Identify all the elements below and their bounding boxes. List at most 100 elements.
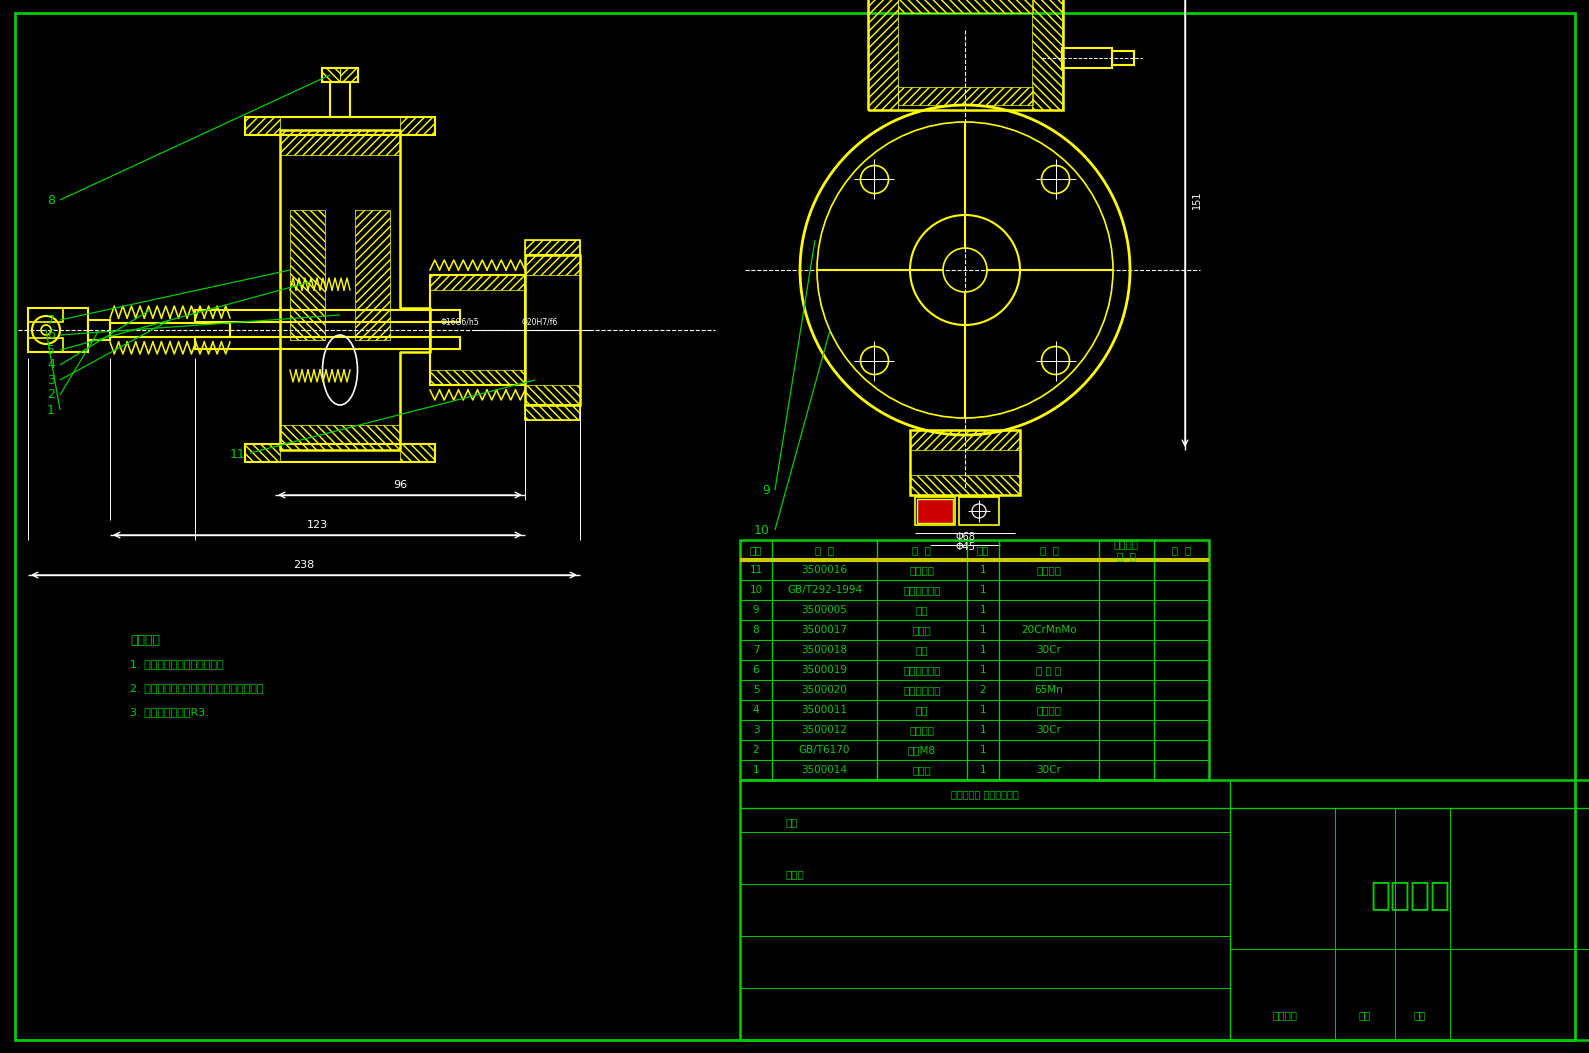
Text: 20CrMnMo: 20CrMnMo xyxy=(1022,625,1077,635)
Text: 设计: 设计 xyxy=(785,817,798,827)
Text: 11: 11 xyxy=(750,565,763,575)
Text: 角接触球轴承: 角接触球轴承 xyxy=(903,585,941,595)
Text: 数量: 数量 xyxy=(977,545,990,555)
Text: 8: 8 xyxy=(48,194,56,206)
Text: 10: 10 xyxy=(750,585,763,595)
Bar xyxy=(431,275,524,290)
Text: 9: 9 xyxy=(763,483,771,497)
Text: 名  称: 名 称 xyxy=(912,545,931,555)
Text: 3500005: 3500005 xyxy=(801,605,847,615)
Text: Φ45: Φ45 xyxy=(955,542,976,552)
Bar xyxy=(524,255,580,405)
Text: 阶段标记: 阶段标记 xyxy=(1273,1010,1298,1020)
Bar xyxy=(868,0,898,110)
Bar xyxy=(868,0,1063,110)
Bar xyxy=(740,540,1209,780)
Text: 3500012: 3500012 xyxy=(801,726,847,735)
Bar xyxy=(524,405,580,420)
Text: 滑动轴承: 滑动轴承 xyxy=(909,565,934,575)
Text: 1: 1 xyxy=(980,746,987,755)
Text: 铝 合 金: 铝 合 金 xyxy=(1036,665,1061,675)
Bar xyxy=(323,68,340,82)
Text: 标准化: 标准化 xyxy=(785,869,804,879)
Text: 11: 11 xyxy=(230,449,246,461)
Text: 1: 1 xyxy=(980,645,987,655)
Text: 5: 5 xyxy=(48,343,56,357)
Text: 标记处数分 区文件号签字: 标记处数分 区文件号签字 xyxy=(952,789,1019,799)
Text: 传动装置: 传动装置 xyxy=(1370,878,1451,912)
Text: GB/T6170: GB/T6170 xyxy=(799,746,850,755)
Text: 3. 未倒角处的倒角R3.: 3. 未倒角处的倒角R3. xyxy=(130,707,208,717)
Text: 1. 安装时用煤油清洗各部件。: 1. 安装时用煤油清洗各部件。 xyxy=(130,659,224,669)
Bar xyxy=(245,444,435,462)
Text: 1: 1 xyxy=(753,764,760,775)
Bar xyxy=(431,275,524,385)
Bar xyxy=(400,444,435,462)
Text: 传动机构壳体: 传动机构壳体 xyxy=(903,665,941,675)
Bar xyxy=(291,210,326,340)
Text: 30Cr: 30Cr xyxy=(1036,726,1061,735)
Text: GB/T292-1994: GB/T292-1994 xyxy=(787,585,863,595)
Bar xyxy=(340,68,358,82)
Bar xyxy=(431,370,524,385)
Bar xyxy=(740,780,1589,1040)
Bar xyxy=(245,117,435,135)
Text: 3: 3 xyxy=(48,374,56,386)
Bar xyxy=(245,444,280,462)
Text: 制动推杆: 制动推杆 xyxy=(909,726,934,735)
Bar xyxy=(331,82,350,117)
Bar xyxy=(898,0,1033,13)
Text: 斜齿轮: 斜齿轮 xyxy=(912,625,931,635)
Text: 3500020: 3500020 xyxy=(801,686,847,695)
Bar xyxy=(910,430,1020,495)
Text: 5: 5 xyxy=(753,686,760,695)
Text: 9: 9 xyxy=(753,605,760,615)
Bar xyxy=(354,210,389,340)
Text: 10: 10 xyxy=(755,523,771,536)
Text: 材  料: 材 料 xyxy=(1039,545,1058,555)
Bar xyxy=(110,323,230,337)
Text: 4: 4 xyxy=(48,358,56,372)
Text: 比例: 比例 xyxy=(1414,1010,1427,1020)
Bar xyxy=(29,307,87,352)
Bar xyxy=(1112,52,1135,65)
Text: 7: 7 xyxy=(753,645,760,655)
Bar xyxy=(910,430,1020,450)
Bar xyxy=(245,117,280,135)
Text: 1: 1 xyxy=(980,625,987,635)
Text: 6: 6 xyxy=(48,329,56,341)
Bar xyxy=(29,338,64,352)
Text: 65Mn: 65Mn xyxy=(1034,686,1063,695)
Bar xyxy=(1061,48,1112,68)
Text: 8: 8 xyxy=(753,625,760,635)
Text: 3500019: 3500019 xyxy=(801,665,847,675)
Text: 1: 1 xyxy=(980,585,987,595)
Bar xyxy=(524,255,580,275)
Text: 3: 3 xyxy=(753,726,760,735)
Text: 2: 2 xyxy=(753,746,760,755)
Bar xyxy=(960,497,999,525)
Text: 30Cr: 30Cr xyxy=(1036,764,1061,775)
Text: 护套: 护套 xyxy=(915,706,928,715)
Text: 1: 1 xyxy=(48,403,56,417)
Text: 3500018: 3500018 xyxy=(801,645,847,655)
Text: 重量: 重量 xyxy=(1359,1010,1371,1020)
Bar xyxy=(29,307,64,322)
Text: 3500014: 3500014 xyxy=(801,764,847,775)
Text: 3500016: 3500016 xyxy=(801,565,847,575)
Text: Φ68: Φ68 xyxy=(955,532,976,542)
Text: 1: 1 xyxy=(980,726,987,735)
Bar xyxy=(280,130,400,155)
Text: 2. 安装时注意齿轮的安装顺序和啮合精度。: 2. 安装时注意齿轮的安装顺序和啮合精度。 xyxy=(130,683,264,693)
Text: 1: 1 xyxy=(980,665,987,675)
Text: Φ16G6/h5: Φ16G6/h5 xyxy=(440,318,480,326)
Text: 2: 2 xyxy=(980,686,987,695)
Bar xyxy=(280,425,400,450)
Text: 齿条: 齿条 xyxy=(915,605,928,615)
Text: 2: 2 xyxy=(48,389,56,401)
Bar xyxy=(910,475,1020,495)
Text: 238: 238 xyxy=(294,560,315,570)
Bar xyxy=(524,405,580,420)
Bar xyxy=(1031,0,1061,110)
Text: 代  号: 代 号 xyxy=(815,545,834,555)
